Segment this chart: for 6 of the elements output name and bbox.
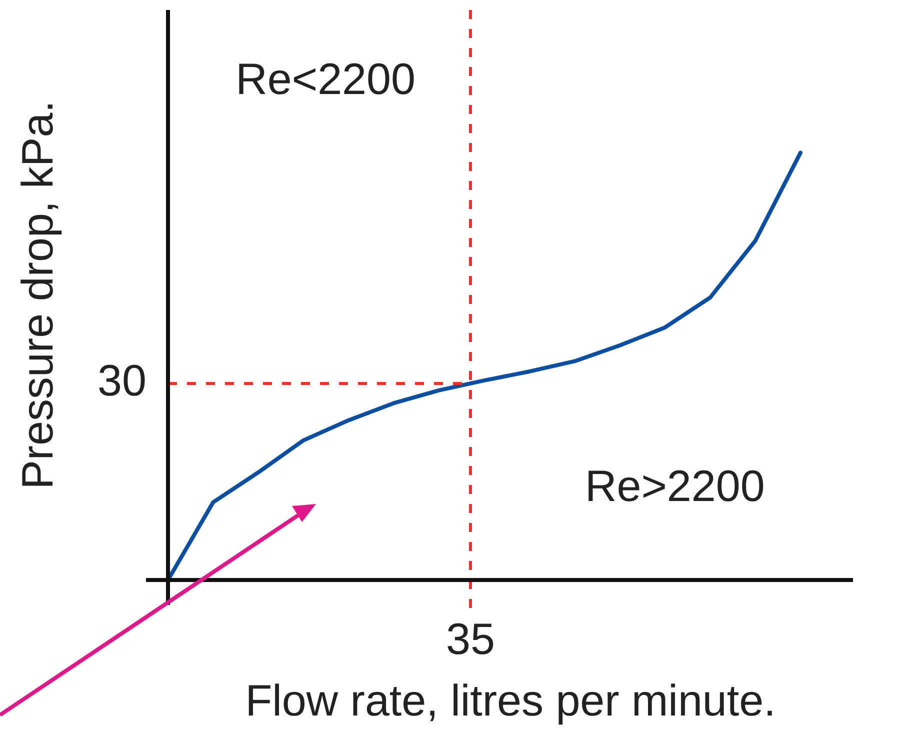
annotation: Re>2200: [584, 462, 765, 511]
text: 35: [446, 615, 495, 664]
annotation: 30: [98, 356, 146, 406]
y-axis-title: Pressure drop, kPa.: [14, 100, 63, 490]
x-axis-title: Flow rate, litres per minute.: [245, 676, 776, 726]
text: Re<2200: [236, 54, 416, 104]
